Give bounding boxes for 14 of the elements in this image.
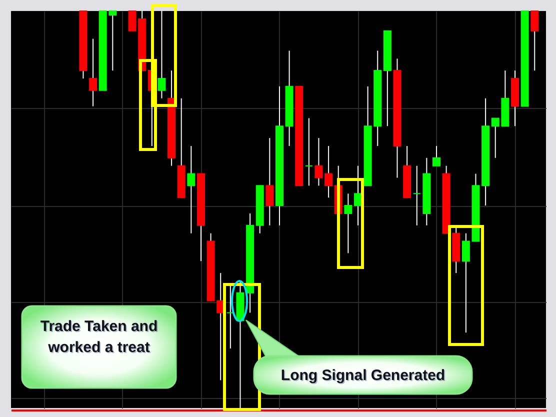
candlestick [324,145,333,198]
candlestick [412,165,421,226]
candlestick [432,145,440,166]
annotation: Trade Taken and worked a treat [39,317,159,358]
annotation: Long Signal Generated [280,366,446,386]
candlestick [226,284,234,349]
candlestick [344,193,352,254]
candlestick [187,145,196,234]
candlestick [266,138,274,226]
candlestick [158,10,166,99]
candlestick [314,138,323,186]
candlestick [89,38,98,107]
candlestick [304,118,313,186]
candlestick [530,10,539,72]
